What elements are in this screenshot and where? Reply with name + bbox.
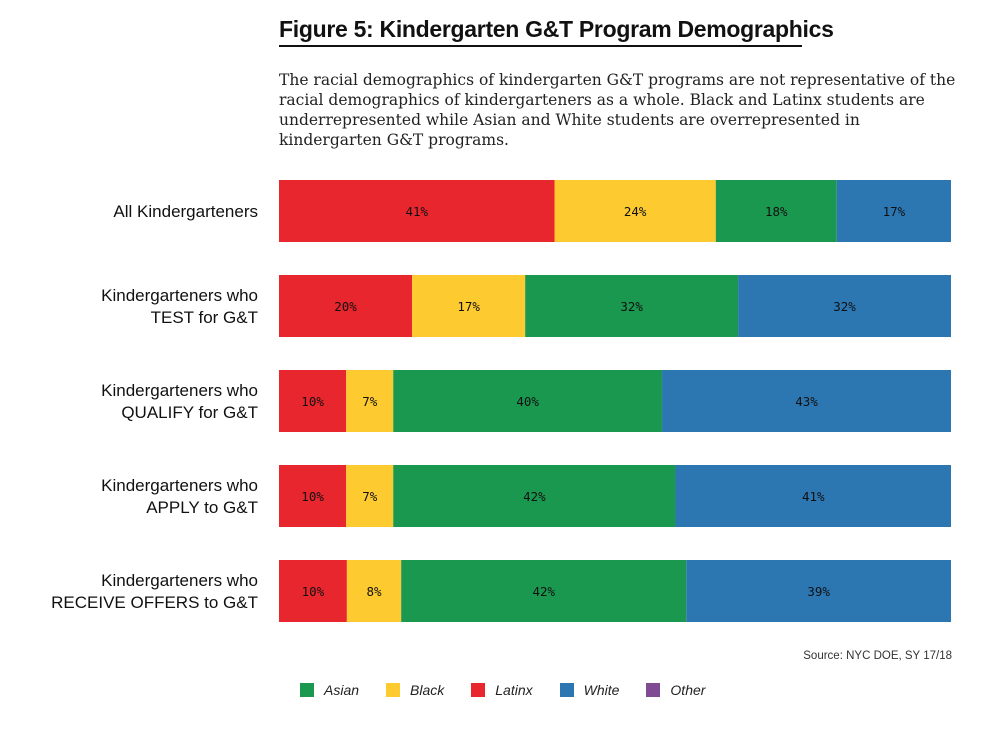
bar-segment-asian bbox=[393, 370, 663, 432]
bar-segment-asian bbox=[393, 465, 676, 527]
bar-segment-black bbox=[412, 275, 526, 337]
data-label: 42% bbox=[532, 584, 555, 599]
bar-row: Kindergarteners who RECEIVE OFFERS to G&T… bbox=[51, 560, 951, 622]
data-label: 41% bbox=[405, 204, 428, 219]
data-label: 20% bbox=[334, 299, 357, 314]
legend-label: Black bbox=[410, 682, 445, 698]
data-label: 43% bbox=[795, 394, 818, 409]
data-label: 10% bbox=[301, 394, 324, 409]
data-label: 17% bbox=[457, 299, 480, 314]
category-label: Kindergarteners who QUALIFY for G&T bbox=[101, 381, 258, 422]
data-label: 7% bbox=[362, 394, 378, 409]
chart-description: The racial demographics of kindergarten … bbox=[279, 71, 956, 149]
category-label: Kindergarteners who RECEIVE OFFERS to G&T bbox=[51, 571, 258, 612]
bar-segment-latinx bbox=[279, 560, 347, 622]
bar-segment-latinx bbox=[279, 465, 347, 527]
legend-swatch bbox=[300, 683, 314, 697]
bar-row: Kindergarteners who QUALIFY for G&T 10% 7% 4… bbox=[101, 370, 951, 432]
legend-label: Latinx bbox=[495, 682, 533, 698]
source-note: Source: NYC DOE, SY 17/18 bbox=[803, 650, 952, 662]
data-label: 24% bbox=[624, 204, 647, 219]
bar-segment-black bbox=[346, 370, 394, 432]
category-label: Kindergarteners who APPLY to G&T bbox=[101, 476, 258, 517]
legend-item-black: Black bbox=[386, 682, 444, 698]
bar-segment-white bbox=[836, 180, 951, 242]
bar-segment-asian bbox=[715, 180, 837, 242]
legend-label: Other bbox=[670, 682, 706, 698]
bar-segment-latinx bbox=[279, 180, 555, 242]
bar-segment-asian bbox=[401, 560, 687, 622]
bar-segment-black bbox=[346, 560, 402, 622]
legend-item-latinx: Latinx bbox=[471, 682, 533, 698]
legend-label: Asian bbox=[324, 682, 360, 698]
bar-segment-white bbox=[686, 560, 951, 622]
bar-segment-white bbox=[675, 465, 951, 527]
legend-item-white: White bbox=[559, 682, 620, 698]
data-label: 18% bbox=[765, 204, 788, 219]
data-label: 32% bbox=[620, 299, 643, 314]
bar-segment-asian bbox=[525, 275, 739, 337]
data-label: 17% bbox=[883, 204, 906, 219]
bar-segment-white bbox=[662, 370, 951, 432]
data-label: 39% bbox=[807, 584, 830, 599]
category-label: Kindergarteners who TEST for G&T bbox=[101, 286, 258, 327]
legend: Asian Black Latinx White Other bbox=[300, 682, 732, 698]
data-label: 10% bbox=[302, 584, 325, 599]
bar-row: Kindergarteners who APPLY to G&T 10% 7% 42% 4… bbox=[101, 465, 951, 527]
data-label: 41% bbox=[802, 489, 825, 504]
data-label: 8% bbox=[366, 584, 382, 599]
bar-segment-latinx bbox=[279, 275, 413, 337]
legend-swatch bbox=[386, 683, 401, 697]
data-label: 7% bbox=[362, 489, 378, 504]
category-label: All Kindergarteners bbox=[113, 202, 258, 221]
data-label: 42% bbox=[523, 489, 546, 504]
legend-item-asian: Asian bbox=[300, 682, 359, 698]
bar-row: All Kindergarteners 41% 24% 18% 17% bbox=[113, 180, 951, 242]
chart-title: Figure 5: Kindergarten G&T Program Demog… bbox=[279, 16, 834, 42]
legend-swatch bbox=[471, 683, 486, 697]
data-label: 10% bbox=[301, 489, 324, 504]
bar-segment-black bbox=[346, 465, 394, 527]
title-underline bbox=[279, 45, 802, 47]
legend-swatch bbox=[646, 683, 661, 697]
legend-swatch bbox=[559, 683, 574, 697]
bar-segment-white bbox=[738, 275, 951, 337]
legend-item-other: Other bbox=[646, 682, 705, 698]
data-label: 40% bbox=[516, 394, 539, 409]
bar-row: Kindergarteners who TEST for G&T 20% 17% 32%… bbox=[101, 275, 951, 337]
bar-segment-latinx bbox=[279, 370, 347, 432]
bar-segment-black bbox=[554, 180, 716, 242]
legend-label: White bbox=[583, 682, 620, 698]
data-label: 32% bbox=[833, 299, 856, 314]
